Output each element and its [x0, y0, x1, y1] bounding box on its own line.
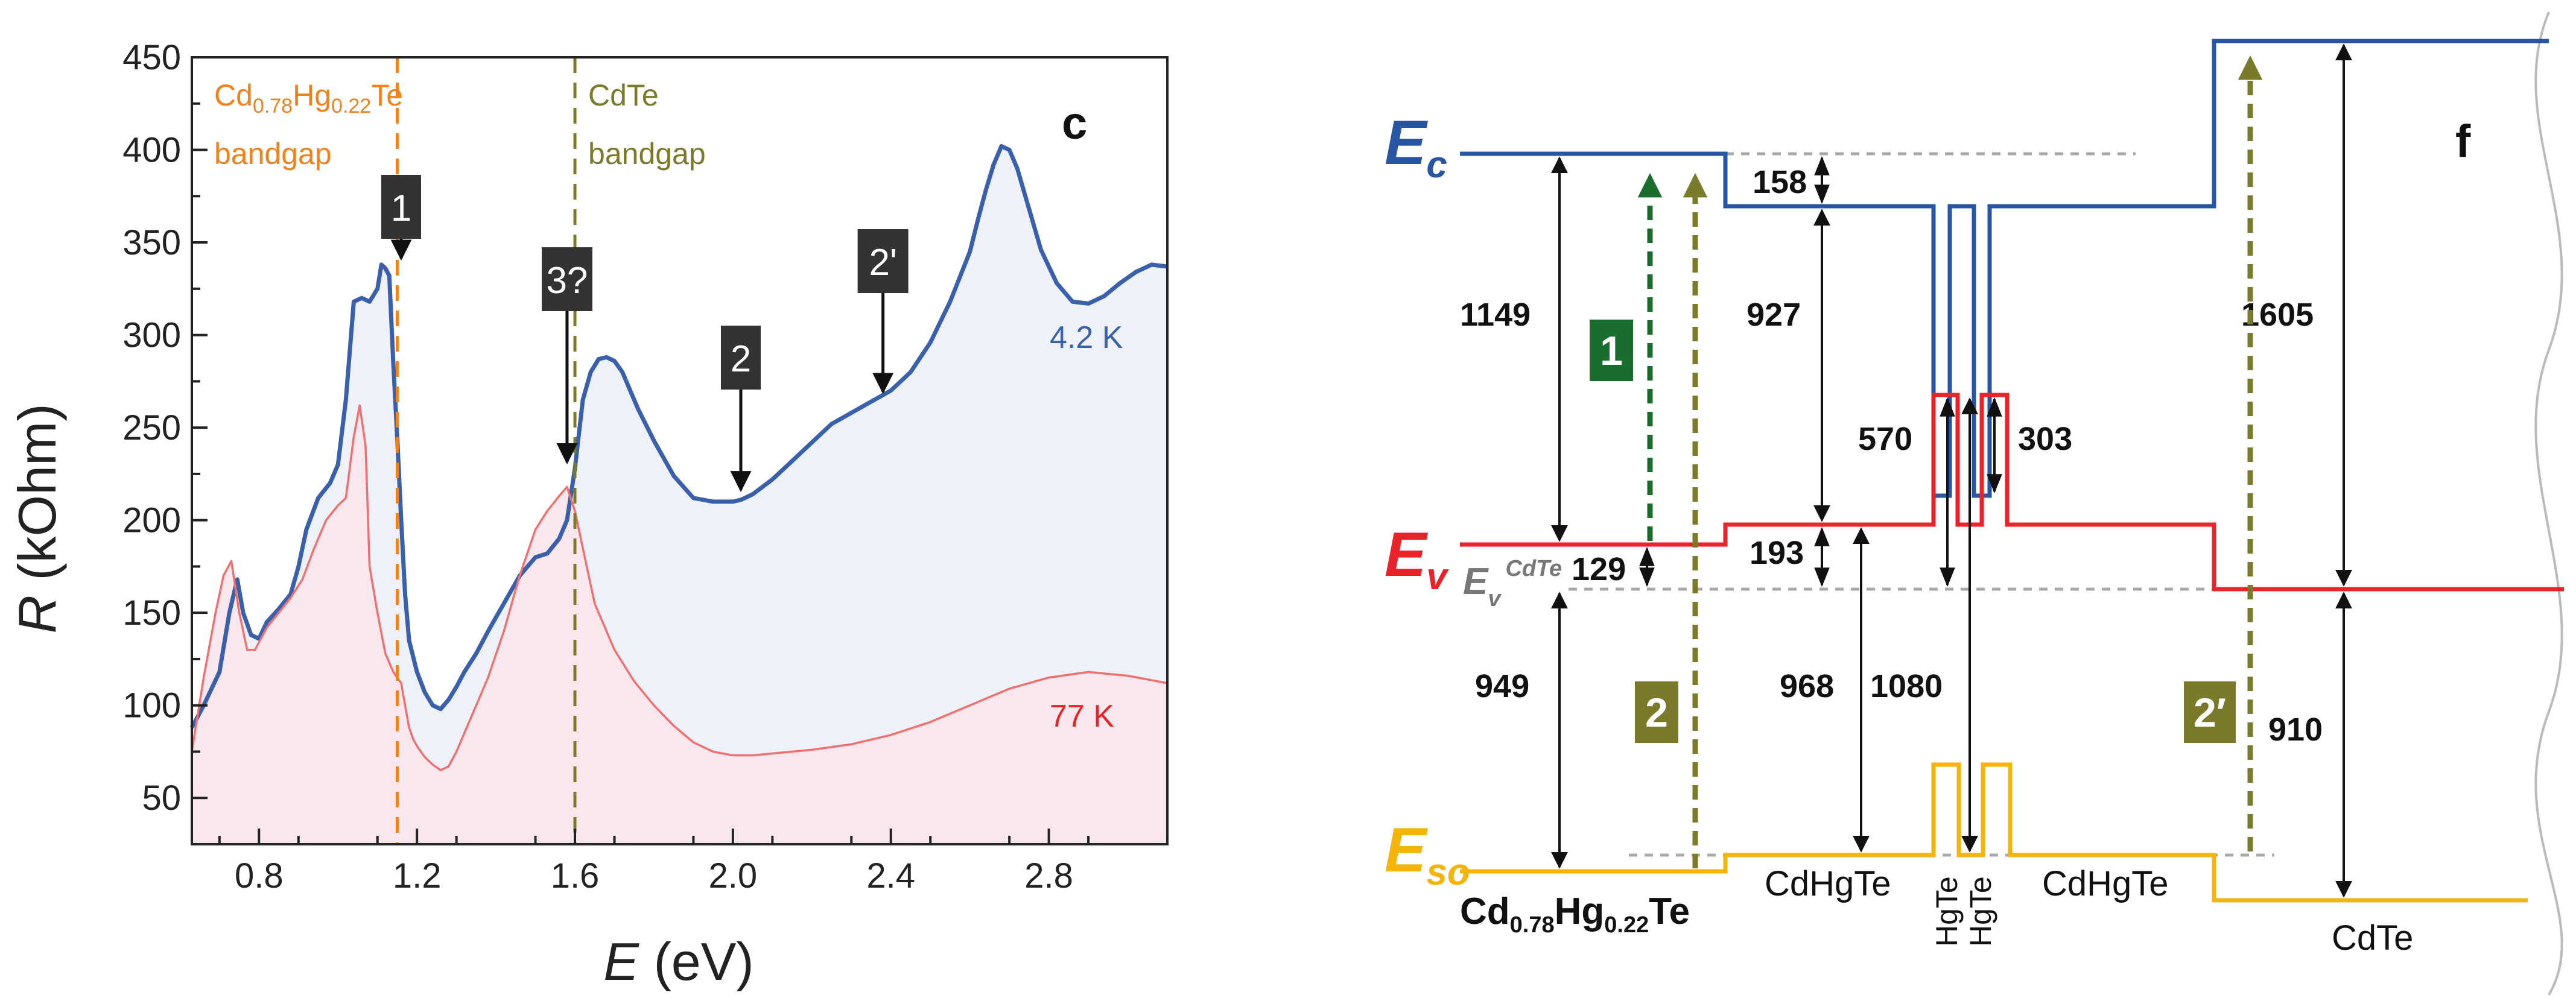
value-949: 949	[1475, 668, 1529, 704]
series-label-77k: 77 K	[1050, 699, 1114, 734]
x-tick-label: 2.0	[709, 856, 758, 895]
y-tick-label: 200	[122, 501, 181, 540]
material-label-hgte-1: HgTe	[1930, 876, 1964, 947]
ev-label: Ev	[1385, 520, 1449, 598]
axis-labels: R (kOhm) E (eV)	[7, 403, 754, 991]
y-tick-label: 400	[122, 131, 181, 170]
marker-label-1: 3?	[546, 260, 588, 302]
bandgap-subtitle-1: bandgap	[588, 137, 706, 171]
series-label-4k: 4.2 K	[1050, 320, 1123, 355]
chart-lines	[189, 144, 1168, 771]
value-1080: 1080	[1870, 668, 1943, 704]
svg-text:2: 2	[1645, 690, 1668, 736]
y-axis-label: R (kOhm)	[7, 403, 67, 633]
x-tick-label: 2.8	[1024, 856, 1073, 895]
x-axis-label: E (eV)	[603, 932, 753, 991]
bandgap-title-1: CdTe	[588, 78, 659, 112]
x-tick-label: 0.8	[235, 856, 284, 895]
panel-letter-c: c	[1062, 98, 1087, 149]
series-fill-1	[192, 405, 1167, 844]
value-193: 193	[1750, 535, 1804, 571]
svg-text:2′: 2′	[2194, 690, 2226, 736]
plot-frame	[191, 56, 1169, 845]
marker-box-3	[857, 229, 909, 293]
svg-text:1: 1	[1600, 328, 1623, 374]
ec-label: Ec	[1385, 108, 1447, 186]
value-927: 927	[1746, 297, 1801, 333]
y-tick-label: 150	[122, 593, 181, 633]
marker-label-2: 2	[731, 338, 751, 380]
value-1149: 1149	[1460, 297, 1531, 333]
value-303: 303	[2018, 421, 2072, 457]
marker-box-1	[541, 247, 592, 311]
material-label-hgte-2: HgTe	[1964, 876, 1997, 947]
value-910: 910	[2268, 712, 2323, 748]
axis-ticks: 0.8 1.2 1.6 2.0 2.4 2.8 50 100 150 200 250 300 350 40…	[122, 38, 1090, 895]
series-line-1	[191, 404, 1168, 771]
value-129: 129	[1572, 551, 1626, 587]
transition-badge-2: 2	[1635, 681, 1678, 743]
y-tick-label: 50	[142, 779, 181, 818]
chart-fills	[192, 146, 1167, 844]
transition-badge-1: 1	[1590, 320, 1633, 381]
bandgap-title-0: Cd0.78Hg0.22Te	[214, 78, 403, 118]
ev-cdte-label: EvCdTe	[1463, 556, 1562, 611]
material-label-cd078hg022te: Cd0.78Hg0.22Te	[1460, 891, 1690, 938]
y-tick-label: 450	[122, 38, 181, 77]
energy-gap-arrows	[1551, 43, 2352, 898]
x-tick-label: 1.6	[551, 856, 600, 895]
split-off-band-edge	[1460, 762, 2528, 903]
value-1605: 1605	[2241, 297, 2314, 333]
y-tick-label: 100	[122, 686, 181, 725]
y-tick-label: 250	[122, 408, 181, 447]
x-tick-label: 2.4	[866, 856, 915, 895]
marker-label-0: 1	[391, 188, 411, 229]
panel-letter-f: f	[2455, 116, 2471, 167]
material-label-cdte: CdTe	[2332, 918, 2413, 958]
eso-label: Eso	[1385, 815, 1470, 893]
material-label-cdhgte-left: CdHgTe	[1765, 864, 1891, 903]
marker-box-0	[381, 175, 421, 239]
diagram-edge	[2534, 11, 2563, 996]
value-968: 968	[1780, 668, 1834, 704]
value-570: 570	[1858, 421, 1912, 457]
transition-badge-2prime: 2′	[2184, 681, 2236, 743]
energy-values: 1149 129 949 158 927 193 968 1080 570 30…	[1460, 164, 2323, 748]
band-diagram: Ec Ev EvCdTe Eso f 1149 129 949 158 927	[1385, 11, 2564, 996]
series-line-0	[189, 144, 1168, 729]
material-label-cdhgte-right: CdHgTe	[2042, 864, 2169, 903]
y-tick-label: 350	[122, 223, 181, 262]
transition-markers: 1 3? 2 2'	[381, 175, 909, 493]
value-158: 158	[1753, 164, 1807, 200]
x-tick-label: 1.2	[393, 856, 442, 895]
y-tick-label: 300	[122, 316, 181, 355]
series-fill-0	[192, 146, 1167, 844]
marker-label-3: 2'	[869, 242, 896, 283]
marker-box-2	[720, 326, 761, 390]
conduction-band-edge	[1460, 39, 2549, 498]
bandgap-subtitle-0: bandgap	[214, 137, 332, 171]
